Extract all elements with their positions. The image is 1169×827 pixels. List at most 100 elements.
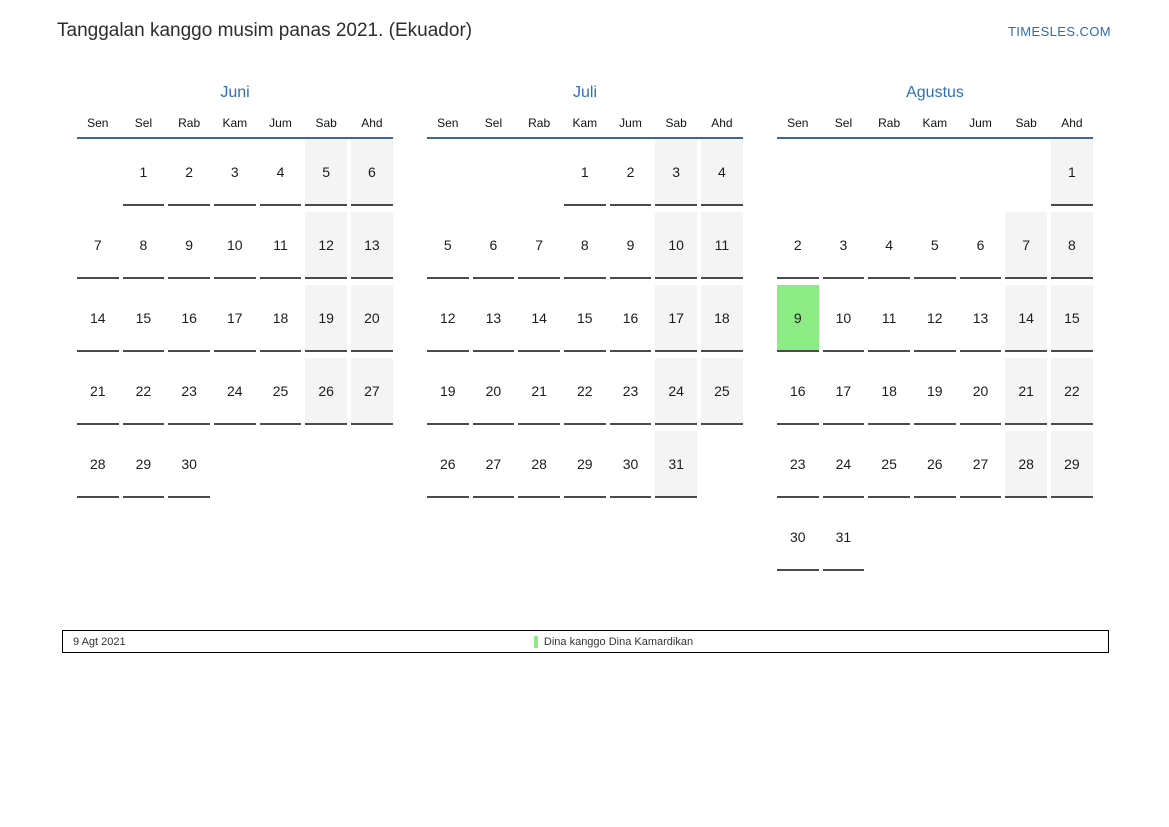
day-cell-juni-28: 28 <box>77 431 119 498</box>
day-cell-juli-26: 26 <box>427 431 469 498</box>
day-header-jum: Jum <box>969 116 992 130</box>
day-cell-agustus-19: 19 <box>914 358 956 425</box>
day-cell-juli-8: 8 <box>564 212 606 279</box>
day-cell-juni-19: 19 <box>305 285 347 352</box>
month-title: Juli <box>572 84 597 101</box>
day-cell-agustus-13: 13 <box>959 285 1002 352</box>
day-header-ahd: Ahd <box>361 116 383 130</box>
day-cell-agustus-12: 12 <box>914 285 956 352</box>
day-header-sab: Sab <box>665 116 687 130</box>
day-cell-juli-17: 17 <box>655 285 697 352</box>
day-cell-empty <box>305 431 347 498</box>
day-cell-juni-25: 25 <box>259 358 302 425</box>
calendar-month-juli: Juli Sen Sel Rab Kam Jum Sab Ahd 1 2 3 4 5 6 7 8 9 10 11… <box>427 84 743 571</box>
day-cell-agustus-20: 20 <box>959 358 1002 425</box>
day-cell-juni-15: 15 <box>122 285 165 352</box>
footer-legend-bar: 9 Agt 2021 Dina kanggo Dina Kamardikan <box>62 630 1109 653</box>
day-cell-empty <box>1051 504 1093 571</box>
day-cell-agustus-24: 24 <box>822 431 865 498</box>
day-cell-juli-29: 29 <box>564 431 606 498</box>
day-header-kam: Kam <box>222 116 248 130</box>
day-cell-juni-4: 4 <box>259 139 302 206</box>
day-header-ahd: Ahd <box>1061 116 1083 130</box>
day-cell-juli-31: 31 <box>655 431 697 498</box>
month-grid: 1 2 3 4 5 6 7 8 9 10 11 12 13 14 15 16 17 18 19 20 21 22 23 24 2… <box>777 139 1093 571</box>
day-cell-empty <box>351 431 393 498</box>
day-cell-juli-2: 2 <box>609 139 652 206</box>
day-cell-juni-2: 2 <box>168 139 210 206</box>
day-cell-empty <box>868 504 910 571</box>
day-cell-juni-5: 5 <box>305 139 347 206</box>
day-cell-empty <box>823 139 865 206</box>
day-header-row: Sen Sel Rab Kam Jum Sab Ahd <box>427 116 743 139</box>
day-header-jum: Jum <box>269 116 292 130</box>
day-cell-empty <box>473 139 515 206</box>
day-cell-agustus-17: 17 <box>822 358 865 425</box>
day-cell-agustus-14: 14 <box>1005 285 1047 352</box>
day-header-row: Sen Sel Rab Kam Jum Sab Ahd <box>777 116 1093 139</box>
day-cell-agustus-11: 11 <box>868 285 910 352</box>
day-cell-juni-12: 12 <box>305 212 347 279</box>
day-cell-juni-1: 1 <box>122 139 165 206</box>
day-header-rab: Rab <box>178 116 201 130</box>
calendar-months-container: Juni Sen Sel Rab Kam Jum Sab Ahd 1 2 3 4 5 6 7 8 9 10 11… <box>77 84 1093 571</box>
day-header-sen: Sen <box>437 116 459 130</box>
day-cell-agustus-9: 9 <box>777 285 819 352</box>
day-header-sab: Sab <box>315 116 337 130</box>
legend: Dina kanggo Dina Kamardikan <box>91 631 1136 652</box>
day-cell-empty <box>1005 504 1047 571</box>
day-cell-juni-9: 9 <box>168 212 210 279</box>
month-grid: 1 2 3 4 5 6 7 8 9 10 11 12 13 14 15 16 17 18 19 20 21 22 23 24 2… <box>77 139 393 498</box>
day-cell-juni-13: 13 <box>351 212 393 279</box>
day-cell-agustus-23: 23 <box>777 431 819 498</box>
day-cell-juli-11: 11 <box>701 212 743 279</box>
day-cell-juli-5: 5 <box>427 212 469 279</box>
day-cell-empty <box>701 431 743 498</box>
day-cell-juni-21: 21 <box>77 358 119 425</box>
day-header-sel: Sel <box>134 116 153 130</box>
day-cell-juli-27: 27 <box>472 431 515 498</box>
day-cell-juni-23: 23 <box>168 358 210 425</box>
day-cell-juni-7: 7 <box>77 212 119 279</box>
day-cell-agustus-22: 22 <box>1051 358 1093 425</box>
day-cell-juni-22: 22 <box>122 358 165 425</box>
day-header-sel: Sel <box>484 116 503 130</box>
day-cell-agustus-31: 31 <box>822 504 865 571</box>
day-header-rab: Rab <box>878 116 901 130</box>
day-header-rab: Rab <box>528 116 551 130</box>
day-header-sel: Sel <box>834 116 853 130</box>
day-header-row: Sen Sel Rab Kam Jum Sab Ahd <box>77 116 393 139</box>
day-cell-juli-16: 16 <box>609 285 652 352</box>
day-cell-empty <box>77 139 119 206</box>
day-cell-empty <box>427 139 469 206</box>
day-cell-juli-28: 28 <box>518 431 560 498</box>
day-cell-agustus-15: 15 <box>1051 285 1093 352</box>
day-cell-agustus-5: 5 <box>914 212 956 279</box>
day-cell-juni-6: 6 <box>351 139 393 206</box>
day-cell-agustus-16: 16 <box>777 358 819 425</box>
day-cell-juni-11: 11 <box>259 212 302 279</box>
day-cell-juli-10: 10 <box>655 212 697 279</box>
day-cell-agustus-8: 8 <box>1051 212 1093 279</box>
day-cell-empty <box>518 139 560 206</box>
day-cell-juli-12: 12 <box>427 285 469 352</box>
site-link[interactable]: TIMESLES.COM <box>1007 24 1111 39</box>
day-cell-agustus-3: 3 <box>822 212 865 279</box>
day-cell-agustus-18: 18 <box>868 358 910 425</box>
day-cell-agustus-27: 27 <box>959 431 1002 498</box>
day-cell-juni-16: 16 <box>168 285 210 352</box>
day-cell-juli-3: 3 <box>655 139 697 206</box>
day-cell-juli-24: 24 <box>655 358 697 425</box>
day-cell-empty <box>214 431 256 498</box>
day-header-sab: Sab <box>1015 116 1037 130</box>
day-cell-juli-9: 9 <box>609 212 652 279</box>
day-cell-juli-1: 1 <box>564 139 606 206</box>
day-cell-juli-30: 30 <box>609 431 652 498</box>
day-cell-agustus-25: 25 <box>868 431 910 498</box>
day-cell-juli-14: 14 <box>518 285 560 352</box>
day-cell-juni-8: 8 <box>122 212 165 279</box>
day-cell-empty <box>914 139 956 206</box>
day-cell-juli-19: 19 <box>427 358 469 425</box>
day-header-kam: Kam <box>572 116 598 130</box>
